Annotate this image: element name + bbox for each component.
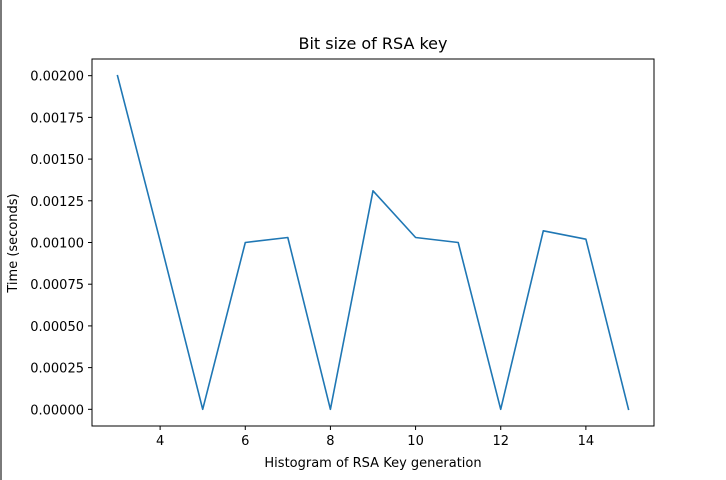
- y-tick-label: 0.00150: [30, 153, 84, 168]
- y-tick-label: 0.00200: [30, 70, 84, 85]
- x-tick-label: 12: [492, 434, 509, 449]
- x-axis-label: Histogram of RSA Key generation: [264, 456, 481, 471]
- y-axis-label: Time (seconds): [6, 193, 21, 293]
- x-tick-label: 8: [326, 434, 334, 449]
- y-tick-label: 0.00075: [30, 278, 84, 293]
- y-tick-label: 0.00000: [30, 403, 84, 418]
- y-tick-label: 0.00100: [30, 237, 84, 252]
- y-tick-label: 0.00025: [30, 362, 84, 377]
- chart-title: Bit size of RSA key: [298, 34, 447, 53]
- x-tick-label: 10: [407, 434, 424, 449]
- series-line-0: [116, 74, 630, 411]
- plot-area: 4 6 8 10 12 14 0.00000 0.00025 0.00050 0.00075 0.0…: [30, 58, 655, 449]
- y-tick-label: 0.00050: [30, 320, 84, 335]
- x-tick-label: 6: [241, 434, 249, 449]
- y-tick-label: 0.00175: [30, 111, 84, 126]
- plot-frame: [91, 58, 655, 427]
- window-edge: [0, 0, 2, 480]
- x-tick-label: 14: [578, 434, 595, 449]
- y-tick-label: 0.00125: [30, 195, 84, 210]
- x-tick-label: 4: [156, 434, 164, 449]
